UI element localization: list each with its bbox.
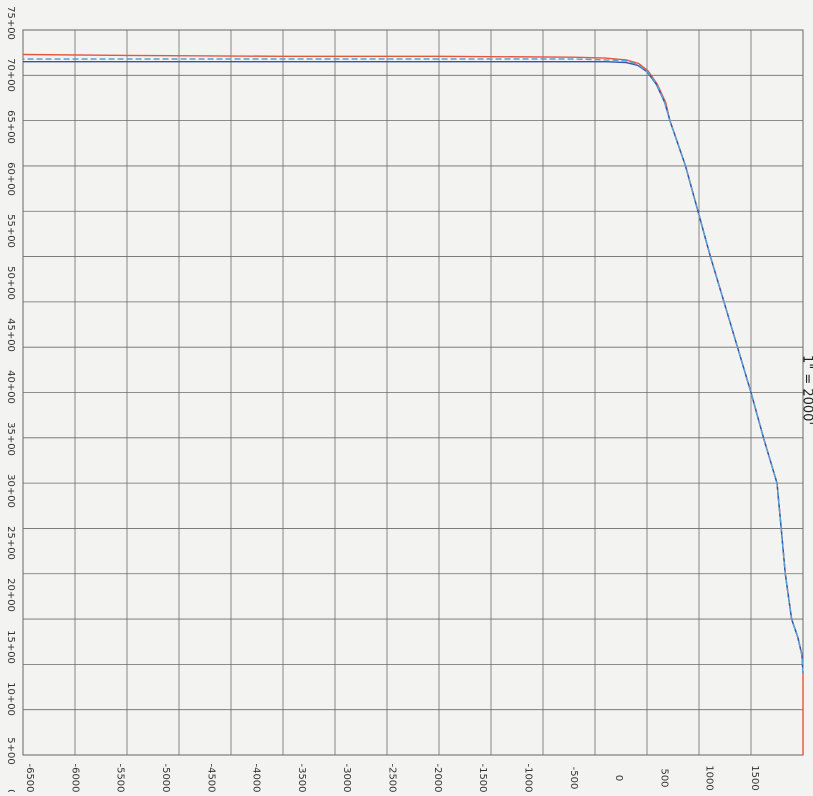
x-tick-label: -6000 xyxy=(69,763,80,792)
y-tick-label: 25+00 xyxy=(5,526,16,560)
series-line-3 xyxy=(23,59,803,673)
series-line-2 xyxy=(23,62,803,674)
y-tick-label: 35+00 xyxy=(5,422,16,456)
y-tick-label: 55+00 xyxy=(5,214,16,248)
y-tick-label: 70+00 xyxy=(5,58,16,92)
y-tick-label: 40+00 xyxy=(5,370,16,404)
x-tick-label: -4000 xyxy=(251,763,262,792)
y-tick-label: 45+00 xyxy=(5,318,16,352)
x-tick-label: 500 xyxy=(658,768,669,787)
x-tick-label: -6500 xyxy=(24,763,35,792)
x-tick-label: -5500 xyxy=(115,763,126,792)
y-tick-label: 50+00 xyxy=(5,266,16,300)
x-tick-label: -1500 xyxy=(477,763,488,792)
x-tick-label: -4500 xyxy=(205,763,216,792)
x-tick-label: -3500 xyxy=(296,763,307,792)
x-tick-label: -500 xyxy=(568,767,579,790)
y-tick-label: 65+00 xyxy=(5,110,16,144)
x-tick-label: -3000 xyxy=(341,763,352,792)
y-tick-label: 75+00 xyxy=(5,6,16,40)
y-tick-label: 5+00 xyxy=(5,737,16,764)
x-tick-label: 1000 xyxy=(704,765,715,790)
x-tick-label: -1000 xyxy=(522,763,533,792)
x-tick-label: -5000 xyxy=(160,763,171,792)
x-tick-label: 0 xyxy=(613,775,624,781)
y-tick-label: 60+00 xyxy=(5,162,16,196)
x-tick-label: 1500 xyxy=(749,765,760,790)
grid xyxy=(23,30,803,755)
y-tick-label: 20+00 xyxy=(5,578,16,612)
y-tick-label: 10+00 xyxy=(5,682,16,716)
y-tick-label: 30+00 xyxy=(5,474,16,508)
x-tick-label: -2000 xyxy=(432,763,443,792)
x-tick-label: -2500 xyxy=(387,763,398,792)
chart-title: 1" = 2000' xyxy=(800,355,813,425)
series-line-1 xyxy=(23,55,803,756)
y-tick-label: 15+00 xyxy=(5,630,16,664)
